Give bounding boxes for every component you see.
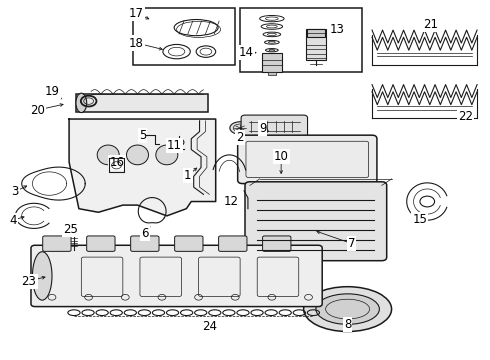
- Text: 11: 11: [167, 139, 182, 152]
- Ellipse shape: [316, 294, 379, 324]
- Text: 21: 21: [423, 18, 438, 31]
- Bar: [133, 8, 235, 65]
- Text: 6: 6: [141, 226, 148, 239]
- Bar: [268, 72, 276, 75]
- Ellipse shape: [156, 145, 178, 165]
- Bar: [70, 224, 78, 228]
- Text: 8: 8: [344, 318, 351, 331]
- Text: 20: 20: [30, 104, 45, 117]
- Text: 23: 23: [22, 275, 36, 288]
- Ellipse shape: [32, 252, 52, 300]
- Bar: [306, 30, 326, 60]
- Text: 3: 3: [12, 185, 19, 198]
- FancyBboxPatch shape: [238, 135, 377, 184]
- FancyBboxPatch shape: [87, 236, 115, 251]
- Text: 19: 19: [45, 85, 59, 98]
- Text: 10: 10: [274, 150, 289, 163]
- FancyBboxPatch shape: [245, 182, 387, 261]
- Ellipse shape: [97, 145, 119, 165]
- Text: 22: 22: [458, 110, 473, 123]
- Text: 12: 12: [224, 195, 239, 208]
- Ellipse shape: [304, 287, 392, 332]
- Ellipse shape: [76, 93, 87, 113]
- Polygon shape: [69, 119, 216, 216]
- Text: 7: 7: [348, 237, 355, 250]
- FancyBboxPatch shape: [241, 115, 308, 138]
- Bar: [307, 30, 325, 37]
- Text: 2: 2: [236, 131, 244, 144]
- FancyBboxPatch shape: [174, 236, 203, 251]
- Text: 17: 17: [129, 7, 144, 20]
- Bar: [262, 53, 282, 72]
- Text: 24: 24: [202, 320, 218, 333]
- Ellipse shape: [230, 122, 250, 134]
- Text: 16: 16: [109, 156, 124, 168]
- Text: 25: 25: [63, 223, 78, 236]
- Bar: [240, 8, 362, 72]
- FancyBboxPatch shape: [219, 236, 247, 251]
- Text: 9: 9: [259, 122, 267, 135]
- Text: 18: 18: [129, 36, 144, 50]
- FancyBboxPatch shape: [31, 245, 322, 307]
- Text: 4: 4: [9, 214, 17, 227]
- FancyBboxPatch shape: [131, 236, 159, 251]
- FancyBboxPatch shape: [263, 236, 291, 251]
- Text: 13: 13: [329, 23, 344, 36]
- Text: 1: 1: [184, 169, 192, 182]
- Text: 15: 15: [413, 213, 427, 226]
- Text: 5: 5: [139, 129, 146, 142]
- Bar: [76, 94, 208, 112]
- Text: 14: 14: [239, 46, 253, 59]
- Ellipse shape: [126, 145, 148, 165]
- FancyBboxPatch shape: [43, 236, 71, 251]
